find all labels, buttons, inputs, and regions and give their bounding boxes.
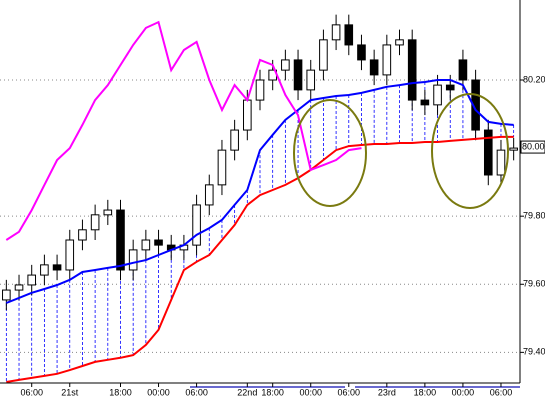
candle-body: [65, 239, 75, 271]
candle-body: [382, 44, 392, 76]
candle-body: [204, 184, 214, 206]
x-tick-label: 06:00: [20, 387, 43, 397]
candle-body: [331, 24, 341, 41]
candle-body: [154, 239, 163, 246]
plot-area: [0, 14, 520, 383]
candle-body: [496, 149, 506, 176]
candle-body: [407, 39, 417, 101]
candle-body: [281, 59, 290, 71]
x-tick-label: 23rd: [378, 387, 396, 397]
candle-body: [90, 214, 100, 231]
x-tick-label: 00:00: [147, 387, 170, 397]
x-tick-label: 22nd: [237, 387, 257, 397]
candle-body: [293, 59, 303, 91]
x-tick-label: 06:00: [490, 387, 513, 397]
annotation-ellipse: [431, 93, 509, 209]
candle-body: [357, 44, 366, 61]
candle-body: [141, 239, 151, 251]
candle-body: [344, 24, 354, 46]
candle-body: [52, 264, 62, 271]
candle-body: [27, 274, 37, 286]
x-tick-label: 18:00: [261, 387, 284, 397]
candle-body: [243, 99, 252, 131]
candle-body: [217, 149, 227, 186]
candle-body: [458, 59, 468, 81]
y-tick-label: 80.200: [523, 74, 545, 84]
candle-body: [78, 229, 87, 241]
y-tick-label: 79.400: [523, 347, 545, 357]
candle-body: [471, 79, 480, 131]
x-tick-label: 00:00: [452, 387, 475, 397]
candle-body: [116, 209, 125, 271]
y-tick-label: 79.600: [523, 279, 545, 289]
candle-body: [369, 59, 379, 76]
indicator-line: [5, 20, 362, 241]
candle-body: [395, 39, 404, 46]
candle-body: [255, 79, 265, 101]
indicator-line: [6, 135, 514, 383]
indicator-line: [5, 79, 514, 304]
candle-body: [14, 284, 24, 291]
candle-body: [433, 84, 442, 106]
candle-body: [2, 289, 11, 301]
y-tick-label: 79.800: [523, 211, 545, 221]
x-tick-label: 18:00: [109, 387, 132, 397]
candle-body: [483, 129, 493, 176]
candle-body: [40, 264, 49, 276]
last-price-label: 80.003: [522, 141, 545, 151]
candle-body: [103, 209, 113, 216]
candle-body: [509, 147, 518, 151]
candle-body: [306, 69, 316, 91]
x-tick-label: 18:00: [414, 387, 437, 397]
x-tick-label: 06:00: [185, 387, 208, 397]
x-tick-label: 06:00: [338, 387, 361, 397]
candle-body: [230, 129, 239, 151]
candle-body: [192, 204, 201, 246]
candle-body: [445, 84, 455, 91]
last-price-box: [520, 140, 545, 154]
x-tick-label: 21st: [61, 387, 79, 397]
annotation-ellipse: [293, 99, 367, 207]
candle-body: [420, 99, 430, 106]
candle-body: [319, 39, 328, 71]
candle-body: [128, 249, 138, 271]
x-tick-label: 00:00: [299, 387, 322, 397]
